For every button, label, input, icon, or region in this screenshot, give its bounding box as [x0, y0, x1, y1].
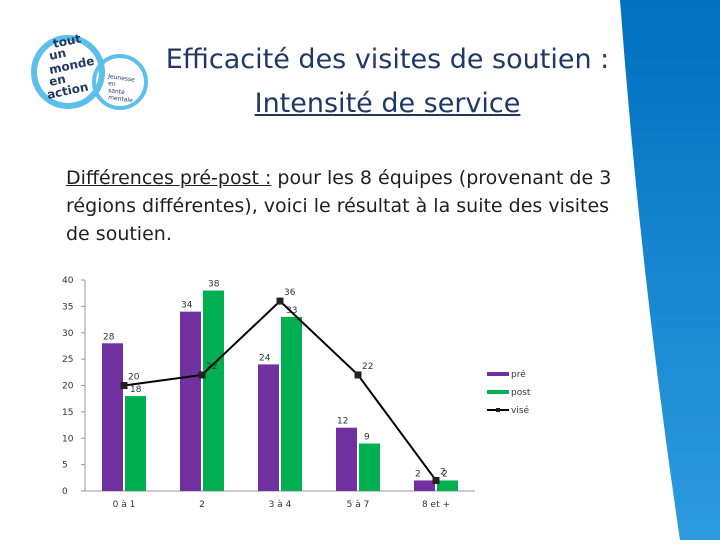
point-vise	[354, 371, 362, 379]
organization-logo: tout un monde en action Jeunesse en sant…	[20, 20, 160, 120]
data-label-vise: 20	[128, 373, 140, 383]
logo-word: un	[48, 46, 68, 63]
decorative-right-band	[620, 0, 720, 540]
legend-label: pré	[511, 369, 526, 380]
y-tick-label: 15	[62, 408, 73, 418]
logo-subword: Jeunesse	[107, 73, 136, 84]
logo-word: en	[48, 72, 67, 89]
title-line-1: Efficacité des visites de soutien :	[165, 44, 610, 75]
point-vise	[276, 297, 284, 305]
point-vise	[120, 382, 128, 389]
slide-title: Efficacité des visites de soutien : Inte…	[140, 38, 635, 126]
x-tick-label: 3 à 4	[269, 500, 292, 510]
x-tick-label: 8 et +	[422, 500, 450, 510]
data-label-vise: 22	[206, 362, 217, 372]
series-line-vise	[123, 299, 437, 482]
data-label-vise: 22	[362, 362, 373, 372]
data-label-pre: 24	[259, 353, 271, 363]
x-tick-label: 0 à 1	[113, 500, 136, 510]
legend-swatch-pre	[487, 372, 509, 376]
y-tick-label: 35	[62, 302, 73, 312]
x-tick-label: 2	[199, 500, 205, 510]
bar-post	[359, 443, 380, 491]
bar-post	[437, 480, 458, 491]
data-label-post: 2	[442, 469, 448, 479]
point-vise	[198, 371, 206, 379]
y-tick-label: 25	[62, 355, 73, 365]
data-label-pre: 28	[103, 332, 115, 342]
data-label-post: 38	[208, 280, 220, 290]
slide-body-text: Différences pré-post : pour les 8 équipe…	[66, 164, 636, 248]
bar-pre	[180, 311, 201, 491]
bar-pre	[258, 364, 279, 491]
legend-marker-vise	[496, 408, 500, 412]
logo-subword: santé	[108, 87, 126, 96]
data-label-pre: 34	[181, 301, 193, 311]
y-tick-label: 40	[62, 276, 74, 286]
y-tick-label: 5	[62, 461, 68, 471]
bar-pre	[414, 480, 435, 491]
data-label-pre: 12	[337, 417, 348, 427]
body-underlined-lead: Différences pré-post :	[66, 167, 272, 189]
bar-post	[203, 290, 224, 491]
data-label-pre: 2	[415, 469, 421, 479]
legend-label: visé	[511, 405, 530, 416]
y-tick-label: 10	[62, 434, 74, 444]
bar-pre	[336, 427, 357, 491]
bar-post	[281, 316, 302, 491]
logo-subword: en	[108, 80, 117, 88]
legend-label: post	[511, 388, 531, 398]
data-label-vise: 36	[284, 288, 296, 298]
y-tick-label: 20	[62, 382, 74, 392]
point-vise	[432, 476, 440, 484]
bar-post	[125, 396, 146, 491]
decorative-band-shape	[620, 0, 720, 540]
data-label-vise: 2	[440, 467, 446, 477]
y-tick-label: 30	[62, 329, 74, 339]
legend-swatch-post	[487, 390, 509, 394]
title-line-2: Intensité de service	[254, 88, 521, 119]
data-label-post: 9	[364, 433, 370, 443]
body-rest: pour les 8 équipes (provenant de 3 régio…	[66, 167, 612, 245]
logo-word: tout	[52, 31, 83, 51]
y-tick-label: 0	[62, 487, 68, 497]
data-label-post: 18	[130, 385, 142, 395]
bar-pre	[102, 343, 123, 491]
logo-subword: mentale	[108, 94, 134, 104]
x-tick-label: 5 à 7	[347, 500, 370, 510]
